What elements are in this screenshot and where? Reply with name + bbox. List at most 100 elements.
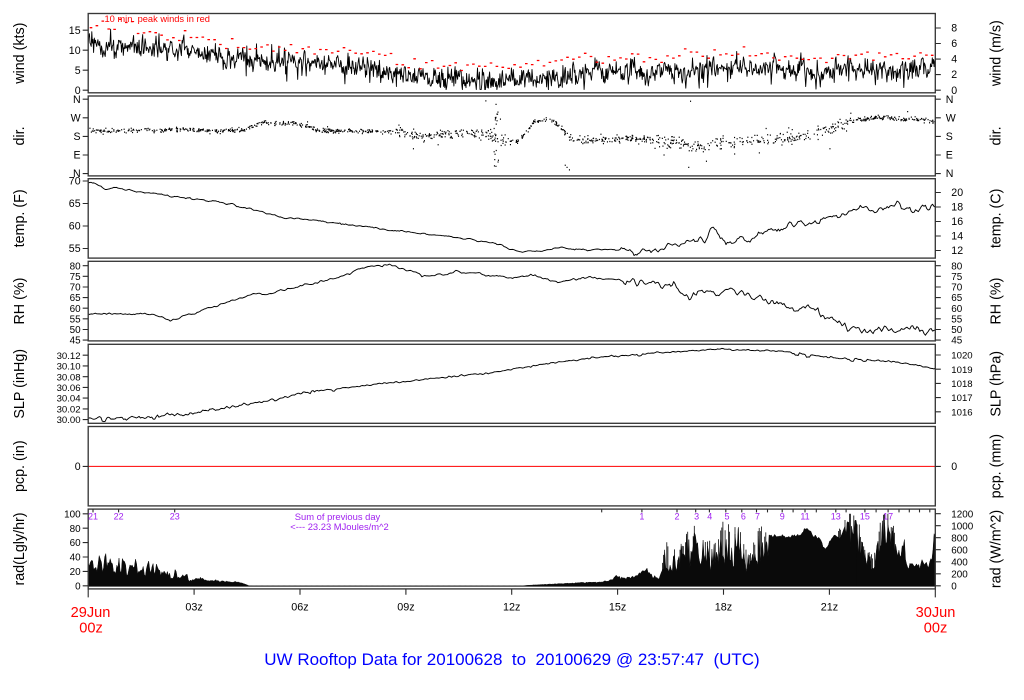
svg-text:06z: 06z	[291, 602, 308, 614]
svg-text:18z: 18z	[715, 602, 732, 614]
svg-text:0: 0	[75, 461, 81, 473]
svg-text:temp. (F): temp. (F)	[12, 189, 28, 247]
svg-text:dir.: dir.	[989, 126, 1005, 145]
svg-text:50: 50	[951, 325, 962, 336]
svg-text:60: 60	[70, 538, 81, 549]
svg-text:80: 80	[70, 524, 81, 535]
svg-text:14: 14	[951, 231, 963, 243]
svg-text:09z: 09z	[397, 602, 414, 614]
svg-text:12: 12	[951, 245, 963, 257]
svg-text:0: 0	[951, 85, 957, 97]
svg-text:16: 16	[951, 216, 963, 228]
svg-text:15: 15	[860, 512, 870, 522]
svg-text:200: 200	[951, 569, 968, 580]
svg-text:45: 45	[951, 336, 962, 347]
svg-text:1019: 1019	[951, 365, 972, 376]
svg-text:50: 50	[70, 325, 81, 336]
svg-text:4: 4	[951, 54, 957, 66]
svg-text:29Jun: 29Jun	[71, 605, 111, 621]
svg-text:30.08: 30.08	[57, 372, 81, 383]
svg-text:SLP (hPa): SLP (hPa)	[989, 351, 1005, 417]
svg-text:rad(Lgly/hr): rad(Lgly/hr)	[12, 512, 28, 585]
svg-text:4: 4	[707, 512, 712, 522]
svg-text:30Jun: 30Jun	[916, 605, 956, 621]
svg-text:22: 22	[114, 512, 124, 522]
svg-text:70: 70	[951, 283, 962, 294]
svg-text:03z: 03z	[185, 602, 202, 614]
svg-text:1016: 1016	[951, 407, 972, 418]
svg-text:75: 75	[70, 272, 81, 283]
svg-text:40: 40	[70, 553, 81, 564]
svg-text:30.04: 30.04	[57, 394, 82, 405]
svg-text:45: 45	[70, 336, 81, 347]
svg-text:N: N	[73, 94, 81, 106]
svg-text:23: 23	[170, 512, 180, 522]
svg-text:5: 5	[75, 65, 81, 77]
svg-text:30.00: 30.00	[57, 415, 81, 426]
svg-text:10 min. peak winds in red: 10 min. peak winds in red	[105, 14, 210, 24]
svg-text:75: 75	[951, 272, 962, 283]
svg-text:55: 55	[70, 314, 81, 325]
svg-text:60: 60	[69, 221, 81, 233]
svg-text:5: 5	[724, 512, 729, 522]
svg-text:0: 0	[951, 581, 957, 592]
svg-text:12z: 12z	[503, 602, 520, 614]
svg-text:600: 600	[951, 545, 968, 556]
svg-text:800: 800	[951, 533, 968, 544]
svg-text:15: 15	[69, 25, 81, 37]
svg-text:2: 2	[674, 512, 679, 522]
svg-text:21z: 21z	[821, 602, 838, 614]
svg-text:rad (W/m^2): rad (W/m^2)	[989, 510, 1005, 588]
svg-text:60: 60	[70, 304, 81, 315]
svg-text:70: 70	[70, 283, 81, 294]
svg-text:0: 0	[951, 461, 957, 473]
svg-text:30.06: 30.06	[57, 383, 81, 394]
svg-text:11: 11	[800, 512, 809, 522]
svg-text:55: 55	[69, 243, 81, 255]
svg-text:wind (kts): wind (kts)	[12, 23, 28, 85]
svg-text:1017: 1017	[951, 393, 972, 404]
svg-text:65: 65	[951, 293, 962, 304]
svg-text:100: 100	[64, 509, 81, 520]
svg-text:N: N	[73, 168, 81, 180]
svg-text:N: N	[946, 168, 954, 180]
svg-text:17: 17	[883, 512, 893, 522]
svg-text:30.02: 30.02	[57, 405, 81, 416]
svg-text:20: 20	[951, 187, 963, 199]
svg-text:18: 18	[951, 202, 963, 214]
svg-text:wind (m/s): wind (m/s)	[989, 20, 1005, 87]
svg-text:N: N	[946, 94, 954, 106]
svg-text:temp. (C): temp. (C)	[989, 189, 1005, 249]
svg-text:00z: 00z	[924, 620, 948, 636]
svg-text:2: 2	[951, 69, 957, 81]
svg-text:65: 65	[70, 293, 81, 304]
svg-text:400: 400	[951, 557, 968, 568]
svg-text:13: 13	[831, 512, 841, 522]
svg-text:1200: 1200	[951, 509, 973, 520]
svg-text:15z: 15z	[609, 602, 626, 614]
svg-text:65: 65	[69, 198, 81, 210]
svg-text:E: E	[946, 150, 953, 162]
svg-text:0: 0	[75, 581, 81, 592]
svg-text:<--- 23.23 MJoules/m^2: <--- 23.23 MJoules/m^2	[290, 521, 388, 532]
svg-text:S: S	[946, 131, 953, 143]
svg-text:1: 1	[639, 512, 644, 522]
svg-text:1020: 1020	[951, 351, 972, 362]
svg-text:30.12: 30.12	[57, 351, 81, 362]
svg-text:dir.: dir.	[12, 126, 28, 145]
svg-text:pcp. (in): pcp. (in)	[12, 440, 28, 492]
svg-text:80: 80	[70, 261, 81, 272]
svg-text:E: E	[74, 150, 81, 162]
svg-text:20: 20	[70, 567, 81, 578]
svg-text:Sum of previous day: Sum of previous day	[295, 511, 381, 522]
svg-text:RH (%): RH (%)	[989, 278, 1005, 325]
svg-text:SLP (inHg): SLP (inHg)	[12, 349, 28, 419]
svg-text:S: S	[74, 131, 81, 143]
svg-text:UW Rooftop Data for 20100628: UW Rooftop Data for 20100628 to 20100629…	[264, 650, 759, 669]
svg-text:1018: 1018	[951, 379, 972, 390]
svg-text:6: 6	[741, 512, 746, 522]
svg-text:10: 10	[69, 45, 81, 57]
svg-text:55: 55	[951, 314, 962, 325]
svg-text:W: W	[946, 112, 956, 124]
svg-text:6: 6	[951, 38, 957, 50]
